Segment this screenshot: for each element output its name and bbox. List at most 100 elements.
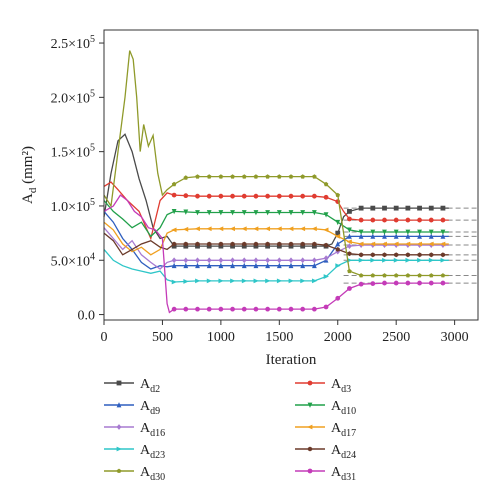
data-point xyxy=(323,304,329,310)
series-Ad24 xyxy=(103,232,449,258)
data-point xyxy=(230,174,235,179)
data-point xyxy=(171,306,177,312)
data-point xyxy=(393,280,399,286)
x-tick-label: 0 xyxy=(101,330,108,345)
data-point xyxy=(417,217,422,223)
data-point xyxy=(382,217,387,223)
legend-label: Ad16 xyxy=(140,421,165,439)
data-point xyxy=(307,380,313,386)
data-point xyxy=(428,280,434,286)
data-point xyxy=(116,424,122,430)
data-point xyxy=(276,278,283,284)
data-point xyxy=(206,306,212,312)
data-point xyxy=(311,226,317,232)
data-point xyxy=(172,241,177,247)
data-point xyxy=(217,226,224,232)
legend-label: Ad30 xyxy=(140,465,165,483)
legend-item-Ad30: Ad30 xyxy=(104,465,165,483)
data-point xyxy=(183,193,189,199)
data-point xyxy=(405,257,411,263)
data-point xyxy=(393,273,399,278)
data-point xyxy=(440,205,446,211)
y-tick-label: 1.0×105 xyxy=(51,197,95,215)
series-Ad30 xyxy=(103,50,449,278)
data-point xyxy=(265,241,270,247)
legend-item-Ad31: Ad31 xyxy=(295,465,356,483)
data-point xyxy=(440,273,446,278)
data-point xyxy=(218,278,224,284)
data-point xyxy=(182,226,189,232)
data-point xyxy=(405,217,411,223)
data-point xyxy=(171,262,177,269)
data-point xyxy=(405,280,411,286)
legend-label: Ad31 xyxy=(331,465,356,483)
legend-label: Ad10 xyxy=(331,399,356,417)
data-point xyxy=(183,279,189,284)
data-point xyxy=(382,233,387,239)
legend-item-Ad2: Ad2 xyxy=(104,377,160,395)
data-point xyxy=(116,446,122,452)
data-point xyxy=(183,262,189,269)
data-point xyxy=(300,257,306,264)
data-point xyxy=(229,226,235,232)
data-point xyxy=(440,241,446,247)
data-point xyxy=(417,273,422,278)
x-tick-label: 1500 xyxy=(265,330,293,345)
data-point xyxy=(382,257,388,263)
x-axis-title: Iteration xyxy=(266,352,317,368)
data-point xyxy=(369,241,376,247)
data-point xyxy=(428,233,434,239)
data-point xyxy=(206,193,212,199)
data-point xyxy=(265,306,271,312)
data-point xyxy=(346,239,352,245)
data-point xyxy=(312,241,317,247)
data-point xyxy=(358,229,364,235)
data-point xyxy=(171,227,177,233)
data-point xyxy=(428,217,434,223)
data-point xyxy=(428,205,434,211)
data-point xyxy=(335,192,340,197)
data-point xyxy=(358,273,364,278)
data-point xyxy=(276,226,282,232)
data-point xyxy=(405,233,411,239)
plot-frame xyxy=(103,29,479,321)
data-point xyxy=(183,257,189,264)
data-point xyxy=(218,262,224,269)
series-Ad23 xyxy=(103,248,449,285)
data-point xyxy=(335,230,341,236)
x-tick-label: 2500 xyxy=(382,330,410,345)
data-point xyxy=(276,262,282,269)
data-point xyxy=(183,306,189,312)
data-point xyxy=(429,252,434,258)
data-point xyxy=(358,257,365,263)
data-point xyxy=(288,306,294,312)
series-Ad17 xyxy=(103,221,449,256)
data-point xyxy=(253,241,258,247)
data-point xyxy=(253,257,259,264)
data-point xyxy=(382,273,387,278)
data-point xyxy=(417,257,423,263)
data-point xyxy=(404,241,411,247)
data-point xyxy=(230,193,235,199)
data-point xyxy=(370,257,376,263)
data-point xyxy=(370,273,376,278)
data-point xyxy=(206,174,212,179)
data-point xyxy=(358,217,364,223)
series-line xyxy=(103,50,449,277)
data-point xyxy=(299,226,306,232)
data-point xyxy=(440,229,446,235)
data-point xyxy=(183,175,189,180)
data-point xyxy=(171,257,177,264)
legend-item-Ad3: Ad3 xyxy=(295,377,351,395)
data-point xyxy=(307,402,313,408)
data-point xyxy=(195,278,201,284)
data-point xyxy=(429,273,434,278)
data-point xyxy=(359,252,364,258)
data-point xyxy=(393,241,399,247)
data-point xyxy=(335,219,341,226)
data-point xyxy=(171,181,177,187)
legend-label: Ad3 xyxy=(331,377,351,395)
data-point xyxy=(311,193,317,199)
data-point xyxy=(311,278,318,284)
data-point xyxy=(183,241,188,247)
